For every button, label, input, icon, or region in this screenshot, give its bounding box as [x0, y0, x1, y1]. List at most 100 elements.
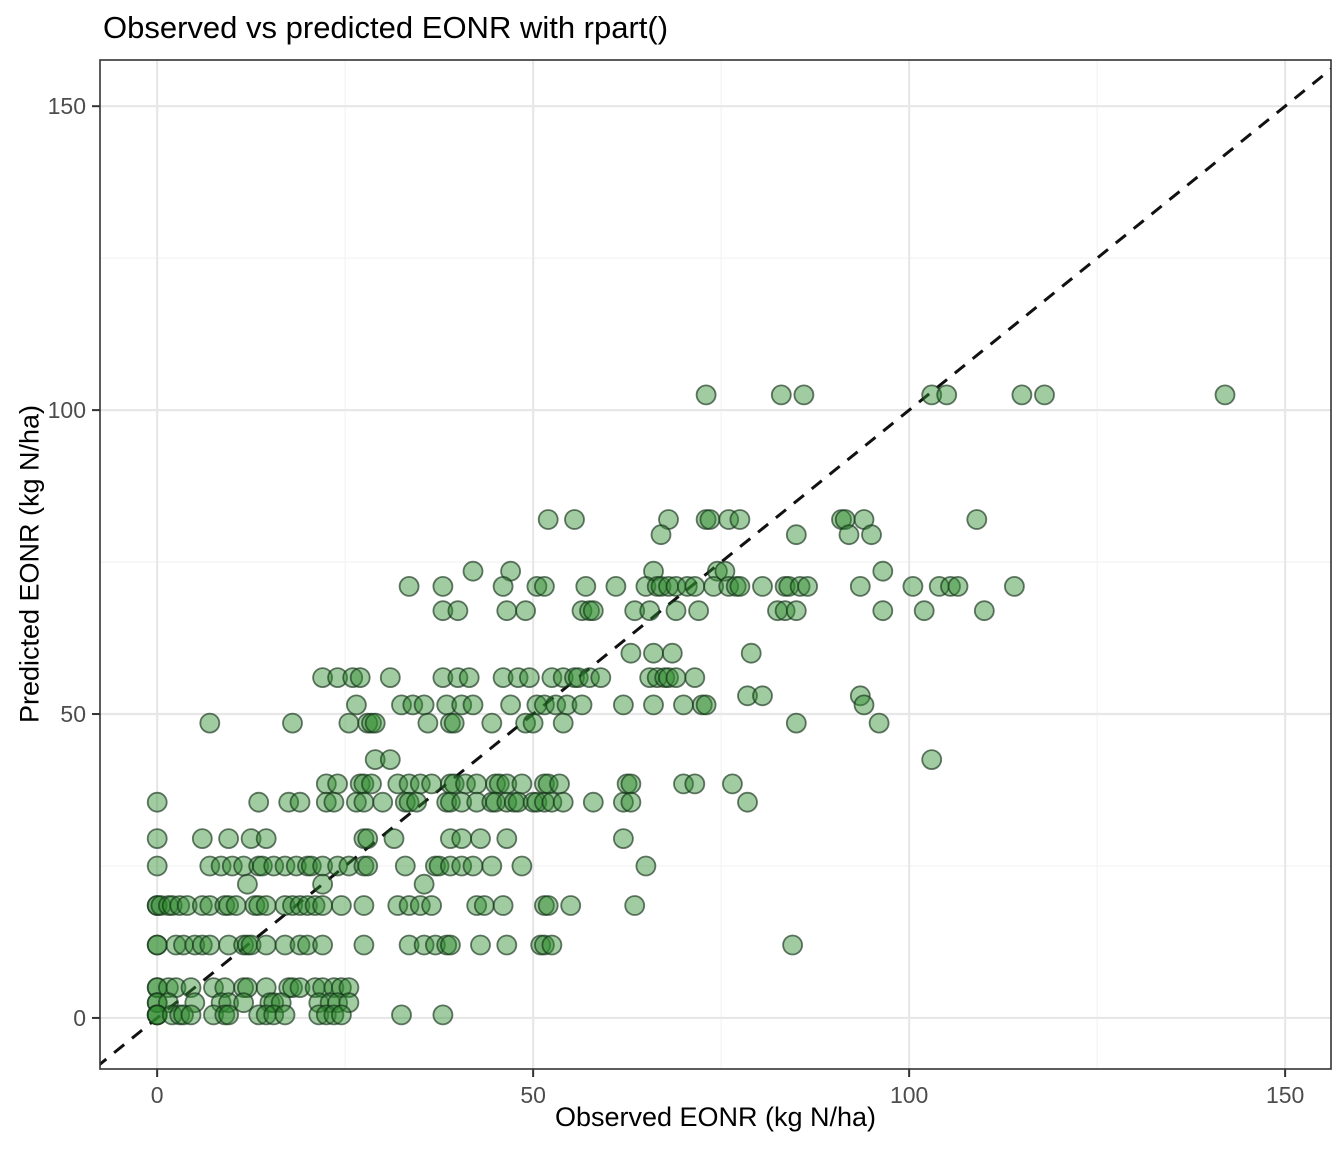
- data-point: [729, 576, 751, 597]
- data-point: [718, 509, 740, 530]
- data-point: [940, 576, 961, 597]
- data-point: [312, 895, 334, 916]
- data-point: [872, 560, 894, 582]
- data-point: [936, 384, 958, 406]
- data-point: [398, 791, 420, 813]
- data-point: [1034, 384, 1055, 406]
- data-point: [552, 667, 574, 688]
- data-point: [274, 855, 296, 877]
- data-point: [424, 934, 446, 956]
- data-point: [439, 934, 461, 956]
- data-point: [387, 895, 409, 916]
- data-point: [590, 667, 612, 688]
- data-point: [782, 934, 803, 956]
- data-point: [496, 934, 518, 956]
- data-point: [695, 694, 717, 716]
- data-point: [526, 791, 548, 813]
- data-point: [650, 576, 672, 597]
- identity-line: [100, 67, 1331, 1067]
- data-point: [176, 895, 198, 916]
- data-point: [248, 895, 270, 916]
- data-point: [481, 712, 503, 734]
- data-point: [304, 895, 326, 916]
- data-point: [793, 384, 815, 406]
- data-point: [1004, 576, 1025, 597]
- data-point: [240, 934, 262, 956]
- data-point: [338, 712, 360, 734]
- data-point: [571, 600, 593, 622]
- data-point: [1011, 384, 1033, 406]
- data-point: [383, 828, 405, 849]
- data-point: [541, 791, 563, 813]
- data-point: [496, 600, 518, 622]
- data-point: [398, 576, 420, 597]
- data-point: [173, 1004, 194, 1026]
- data-point: [740, 642, 762, 664]
- data-point: [421, 895, 443, 916]
- data-point: [492, 667, 514, 688]
- data-point: [752, 576, 773, 597]
- data-point: [282, 895, 303, 916]
- data-point: [327, 855, 349, 877]
- data-point: [575, 576, 597, 597]
- data-point: [496, 828, 518, 849]
- data-point: [439, 828, 461, 849]
- data-point: [537, 895, 559, 916]
- data-point: [270, 992, 292, 1014]
- data-point: [157, 977, 179, 998]
- data-point: [146, 791, 168, 813]
- data-point: [639, 600, 661, 622]
- data-point: [1214, 384, 1236, 406]
- data-point: [391, 694, 412, 716]
- data-point: [770, 384, 792, 406]
- data-point: [451, 828, 473, 849]
- x-tick-label: 100: [890, 1082, 928, 1108]
- data-point: [289, 895, 311, 916]
- data-point: [342, 667, 364, 688]
- data-point: [650, 524, 672, 546]
- data-point: [470, 828, 491, 849]
- data-point: [210, 992, 232, 1014]
- data-point: [439, 855, 461, 877]
- data-point: [684, 773, 706, 795]
- data-point: [868, 712, 890, 734]
- data-point: [413, 873, 435, 895]
- data-point: [511, 773, 533, 795]
- axis-ticks: 0 50 100 150 0 50 100 150: [48, 93, 1305, 1108]
- data-point: [361, 773, 382, 795]
- data-point: [643, 642, 664, 664]
- data-point: [737, 685, 758, 707]
- data-point: [398, 895, 420, 916]
- data-point: [507, 667, 529, 688]
- data-point: [364, 749, 386, 770]
- data-point: [233, 992, 255, 1014]
- data-point: [146, 828, 168, 849]
- data-point: [349, 667, 371, 688]
- data-point: [274, 1004, 296, 1026]
- data-point: [379, 667, 401, 688]
- data-point: [447, 667, 469, 688]
- data-point: [421, 773, 443, 795]
- data-point: [338, 977, 360, 998]
- data-point: [571, 694, 593, 716]
- data-point: [323, 1004, 345, 1026]
- data-point: [492, 576, 514, 597]
- data-point: [913, 600, 935, 622]
- data-point: [785, 600, 807, 622]
- data-point: [146, 934, 168, 956]
- data-point: [323, 791, 345, 813]
- data-point: [225, 895, 247, 916]
- data-point: [451, 791, 473, 813]
- data-point: [582, 600, 604, 622]
- data-point: [451, 855, 473, 877]
- data-point: [635, 855, 657, 877]
- data-point: [357, 828, 379, 849]
- data-point: [236, 873, 258, 895]
- data-point: [560, 895, 582, 916]
- data-point: [462, 855, 484, 877]
- data-point: [643, 694, 664, 716]
- x-tick-label: 50: [520, 1082, 546, 1108]
- data-point: [191, 934, 213, 956]
- data-point: [221, 855, 243, 877]
- data-point: [184, 934, 206, 956]
